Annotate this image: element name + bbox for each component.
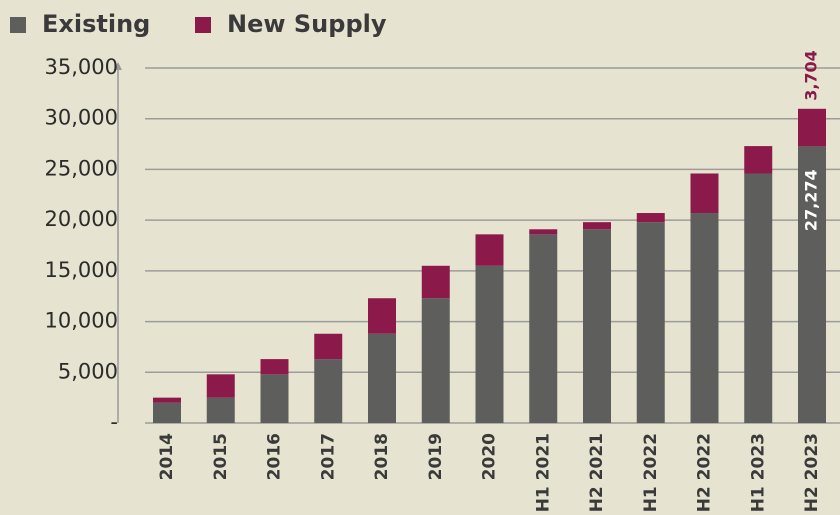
- x-tick-label: H2 2023: [802, 433, 822, 512]
- y-tick-label: -: [110, 410, 118, 434]
- bar-segment: [368, 298, 396, 334]
- bar-segment: [153, 402, 181, 423]
- bar-segment: [421, 265, 450, 299]
- x-tick-label: 2020: [480, 433, 500, 480]
- legend-label: Existing: [42, 10, 150, 38]
- y-tick-label: 15,000: [45, 258, 118, 282]
- legend-swatch: [10, 17, 26, 33]
- y-tick-label: 30,000: [45, 106, 118, 130]
- y-tick-label: 35,000: [45, 55, 118, 79]
- x-tick-label: 2017: [318, 433, 338, 480]
- bar-segment: [583, 222, 611, 230]
- x-tick-label: H1 2021: [533, 433, 553, 512]
- x-tick-label: H1 2022: [641, 433, 661, 512]
- bar-segment: [798, 146, 826, 423]
- x-tick-label: 2018: [372, 433, 392, 480]
- bar-segment: [798, 108, 826, 147]
- legend-label: New Supply: [227, 10, 387, 38]
- bar-segment: [583, 229, 611, 423]
- bar-segment: [421, 298, 450, 423]
- x-tick-label: 2019: [426, 433, 446, 480]
- bar-segment: [744, 146, 773, 174]
- bar-segment: [368, 333, 396, 423]
- bar-segment: [690, 173, 719, 214]
- y-tick-label: 20,000: [45, 207, 118, 231]
- x-tick-label: 2015: [211, 433, 231, 480]
- value-label: 3,704: [802, 50, 821, 101]
- bar-segment: [475, 234, 504, 266]
- bar-segment: [636, 213, 665, 223]
- bar-segment: [636, 222, 665, 423]
- bar-segment: [260, 374, 289, 423]
- bar-segment: [690, 213, 719, 423]
- x-tick-label: H2 2021: [587, 433, 607, 512]
- x-tick-label: H1 2023: [748, 433, 768, 512]
- bar-segment: [260, 359, 289, 375]
- value-label: 27,274: [802, 169, 821, 231]
- bar-segment: [529, 229, 558, 235]
- y-tick-label: 25,000: [45, 156, 118, 180]
- y-tick-label: 10,000: [45, 309, 118, 333]
- bar-segment: [529, 234, 558, 423]
- bar-segment: [475, 265, 504, 423]
- legend-swatch: [195, 17, 211, 33]
- bar-segment: [206, 397, 235, 423]
- x-tick-label: 2014: [157, 433, 177, 480]
- x-tick-label: H2 2022: [695, 433, 715, 512]
- bar-segment: [206, 374, 235, 398]
- x-tick-label: 2016: [265, 433, 285, 480]
- bar-segment: [314, 333, 343, 360]
- bar-segment: [744, 173, 773, 423]
- bar-segment: [314, 359, 343, 423]
- axis-arrow: [114, 62, 122, 70]
- y-tick-label: 5,000: [58, 359, 118, 383]
- bar-segment: [153, 397, 181, 403]
